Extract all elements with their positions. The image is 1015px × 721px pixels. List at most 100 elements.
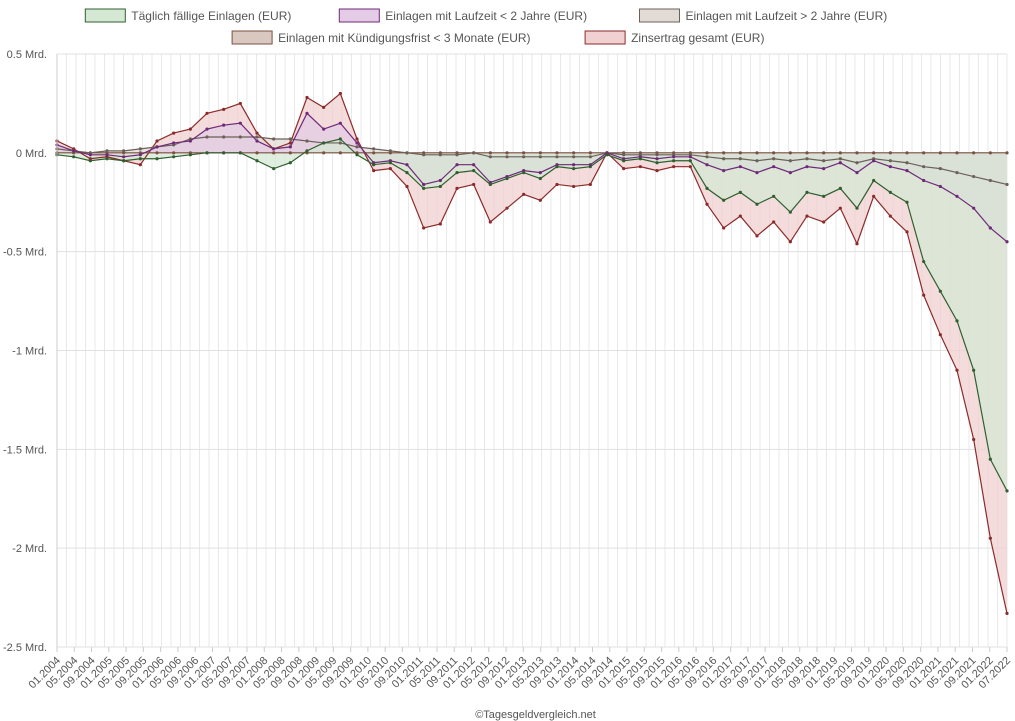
data-point xyxy=(305,149,309,153)
data-point xyxy=(438,222,442,226)
data-point xyxy=(972,174,976,179)
data-point xyxy=(172,131,176,135)
data-point xyxy=(238,121,242,125)
data-point xyxy=(522,151,526,155)
data-point xyxy=(588,155,592,159)
data-point xyxy=(472,169,476,173)
data-point xyxy=(788,210,792,214)
data-point xyxy=(822,159,826,163)
data-point xyxy=(488,151,492,155)
data-point xyxy=(622,159,626,163)
data-point xyxy=(88,159,92,163)
data-point xyxy=(405,184,409,189)
legend-swatch xyxy=(584,30,626,45)
data-point xyxy=(322,105,326,109)
data-point xyxy=(755,151,759,155)
data-point xyxy=(422,182,426,187)
data-point xyxy=(938,289,942,293)
data-point xyxy=(972,206,976,210)
data-point xyxy=(572,167,576,171)
data-point xyxy=(238,151,242,155)
data-point xyxy=(188,127,192,131)
data-point xyxy=(222,107,226,111)
data-point xyxy=(422,153,426,157)
data-point xyxy=(172,151,176,155)
data-point xyxy=(355,137,359,141)
data-point xyxy=(338,137,342,141)
data-point xyxy=(505,176,509,181)
data-point xyxy=(555,182,559,187)
data-point xyxy=(738,151,742,155)
data-point xyxy=(155,145,159,149)
data-point xyxy=(555,155,559,159)
series-area xyxy=(57,113,1007,242)
data-point xyxy=(572,151,576,155)
data-point xyxy=(138,147,142,151)
series-line xyxy=(56,138,1008,492)
data-point xyxy=(705,186,709,191)
data-point xyxy=(705,151,709,155)
data-point xyxy=(405,151,409,155)
data-point xyxy=(805,214,809,218)
data-point xyxy=(1005,240,1009,244)
data-point xyxy=(505,206,509,210)
data-point xyxy=(438,153,442,157)
data-point xyxy=(172,155,176,159)
data-point xyxy=(588,165,592,169)
data-point xyxy=(855,161,859,165)
data-point xyxy=(805,190,809,194)
data-point xyxy=(105,149,109,153)
data-point xyxy=(855,206,859,210)
data-point xyxy=(972,437,976,442)
data-point xyxy=(155,157,159,161)
data-point xyxy=(72,149,76,153)
data-point xyxy=(122,159,126,163)
data-point xyxy=(138,153,142,157)
data-point xyxy=(1005,489,1009,493)
data-point xyxy=(205,111,209,115)
data-point xyxy=(288,145,292,149)
data-point xyxy=(888,159,892,163)
data-point xyxy=(772,165,776,169)
data-point xyxy=(972,151,976,155)
data-point xyxy=(655,169,659,173)
data-point xyxy=(722,157,726,161)
data-point xyxy=(988,178,992,183)
data-point xyxy=(738,214,742,218)
data-point xyxy=(522,155,526,159)
data-point xyxy=(838,186,842,191)
data-point xyxy=(355,153,359,157)
data-point xyxy=(755,171,759,175)
data-point xyxy=(272,151,276,155)
data-point xyxy=(922,151,926,155)
data-point xyxy=(755,234,759,238)
data-point xyxy=(405,163,409,167)
data-point xyxy=(938,151,942,155)
data-point xyxy=(538,171,542,175)
data-point xyxy=(772,220,776,224)
data-point xyxy=(538,151,542,155)
data-point xyxy=(405,171,409,175)
x-axis: 01.200405.200409.200401.200505.200509.20… xyxy=(27,647,1013,691)
data-point xyxy=(938,333,942,337)
data-point xyxy=(772,151,776,155)
data-point xyxy=(388,167,392,171)
series-line xyxy=(56,92,1008,614)
data-point xyxy=(955,368,959,372)
data-point xyxy=(872,194,876,198)
data-point xyxy=(505,151,509,155)
data-point xyxy=(688,165,692,169)
data-point xyxy=(238,101,242,106)
data-point xyxy=(255,131,259,135)
data-point xyxy=(788,171,792,175)
data-point xyxy=(788,240,792,244)
data-point xyxy=(955,171,959,175)
data-point xyxy=(955,194,959,198)
data-point xyxy=(255,135,259,139)
data-point xyxy=(538,176,542,181)
series-area xyxy=(57,93,1007,614)
data-point xyxy=(822,220,826,224)
legend-swatch xyxy=(84,8,126,23)
data-point xyxy=(372,169,376,173)
data-point xyxy=(822,194,826,198)
